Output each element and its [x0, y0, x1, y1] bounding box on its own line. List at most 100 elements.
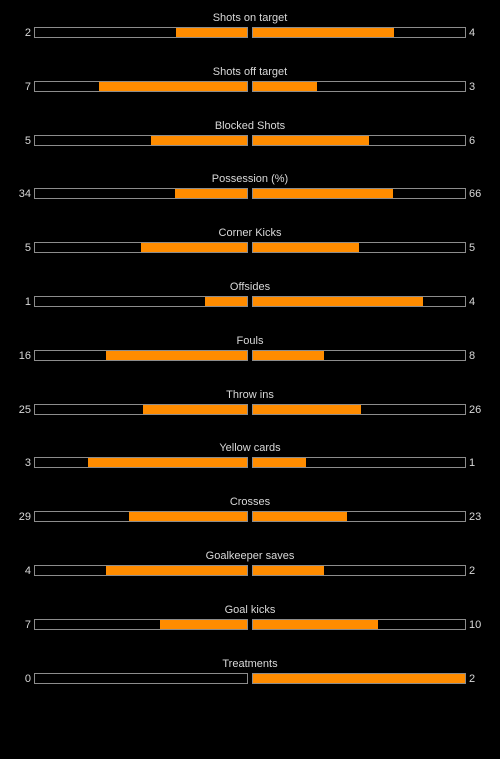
away-value: 66	[469, 188, 482, 201]
home-value: 5	[24, 134, 31, 147]
home-bar-fill	[176, 28, 247, 37]
away-value: 1	[469, 457, 476, 470]
home-value: 1	[24, 295, 31, 308]
away-bar	[252, 618, 466, 630]
home-bar	[34, 349, 248, 361]
home-bar-fill	[128, 512, 247, 522]
home-value: 0	[24, 672, 31, 685]
away-bar	[252, 564, 466, 576]
away-bar-fill	[253, 243, 359, 253]
stat-row: Shots off target 7 3	[0, 64, 500, 118]
match-stats-panel: Shots on target 2 4 Shots off target 7 3 Block…	[0, 10, 500, 709]
away-bar-fill	[253, 81, 317, 91]
away-bar	[252, 349, 466, 361]
stat-row: Goal kicks 7 10	[0, 602, 500, 656]
home-value: 3	[24, 457, 31, 470]
home-bar	[34, 242, 248, 254]
away-value: 26	[469, 403, 482, 416]
stat-label: Shots on target	[212, 12, 288, 24]
home-value: 7	[24, 80, 31, 93]
away-value: 3	[469, 80, 476, 93]
home-bar-fill	[159, 619, 247, 629]
away-bar-fill	[253, 404, 362, 414]
away-bar	[252, 188, 466, 200]
home-bar	[34, 295, 248, 307]
stat-row: Shots on target 2 4	[0, 10, 500, 64]
home-bar-fill	[174, 189, 247, 199]
home-value: 25	[18, 403, 31, 416]
home-bar	[34, 618, 248, 630]
away-bar-fill	[253, 512, 347, 522]
home-bar-fill	[105, 565, 247, 575]
away-bar	[252, 511, 466, 523]
away-value: 10	[469, 618, 482, 631]
home-bar	[34, 134, 248, 146]
home-value: 34	[18, 188, 31, 201]
home-bar-fill	[150, 135, 247, 145]
away-value: 6	[469, 134, 476, 147]
stat-row: Fouls 16 8	[0, 333, 500, 387]
home-bar	[34, 403, 248, 415]
away-bar-fill	[253, 296, 423, 306]
home-value: 16	[18, 349, 31, 362]
away-value: 23	[469, 511, 482, 524]
away-bar-fill	[253, 189, 393, 199]
away-value: 4	[469, 27, 476, 39]
stat-row: Treatments 0 2	[0, 656, 500, 710]
away-bar	[252, 295, 466, 307]
stat-label: Fouls	[236, 334, 264, 347]
stat-row: Offsides 1 4	[0, 279, 500, 333]
away-bar	[252, 134, 466, 146]
away-bar-fill	[253, 135, 369, 145]
stat-row: Blocked Shots 5 6	[0, 118, 500, 172]
stat-label: Goalkeeper saves	[205, 549, 295, 562]
away-bar	[252, 672, 466, 684]
away-value: 5	[469, 242, 476, 255]
stat-row: Crosses 29 23	[0, 494, 500, 548]
stat-label: Goal kicks	[224, 603, 276, 616]
stat-label: Shots off target	[212, 65, 288, 78]
away-bar	[252, 403, 466, 415]
home-bar	[34, 511, 248, 523]
home-bar	[34, 457, 248, 469]
stat-row: Possession (%) 34 66	[0, 171, 500, 225]
stat-row: Corner Kicks 5 5	[0, 225, 500, 279]
stat-label: Throw ins	[226, 388, 274, 401]
home-value: 7	[24, 618, 31, 631]
home-bar-fill	[98, 81, 247, 91]
away-bar	[252, 242, 466, 254]
home-bar-fill	[88, 458, 247, 468]
home-bar	[34, 27, 248, 38]
home-bar-fill	[141, 243, 247, 253]
stat-row: Goalkeeper saves 4 2	[0, 548, 500, 602]
away-bar-fill	[253, 350, 324, 360]
away-value: 8	[469, 349, 476, 362]
stat-label: Treatments	[222, 657, 278, 670]
stat-label: Possession (%)	[211, 173, 289, 186]
away-bar-fill	[253, 458, 306, 468]
stat-label: Crosses	[229, 496, 271, 509]
away-bar-fill	[253, 28, 395, 37]
away-bar-fill	[253, 619, 378, 629]
stat-label: Yellow cards	[219, 442, 281, 455]
away-bar	[252, 457, 466, 469]
home-bar	[34, 564, 248, 576]
stat-label: Corner Kicks	[218, 227, 282, 240]
away-bar	[252, 27, 466, 38]
away-bar-fill	[253, 673, 465, 683]
home-value: 29	[18, 511, 31, 524]
home-bar	[34, 188, 248, 200]
stat-row: Yellow cards 3 1	[0, 440, 500, 494]
home-bar-fill	[105, 350, 247, 360]
stat-label: Blocked Shots	[214, 119, 286, 132]
stat-row: Throw ins 25 26	[0, 387, 500, 441]
home-bar-fill	[143, 404, 247, 414]
stat-label: Offsides	[229, 280, 271, 293]
away-bar	[252, 80, 466, 92]
home-value: 5	[24, 242, 31, 255]
home-value: 2	[24, 27, 31, 39]
away-value: 2	[469, 564, 476, 577]
away-value: 4	[469, 295, 476, 308]
away-bar-fill	[253, 565, 324, 575]
home-value: 4	[24, 564, 31, 577]
